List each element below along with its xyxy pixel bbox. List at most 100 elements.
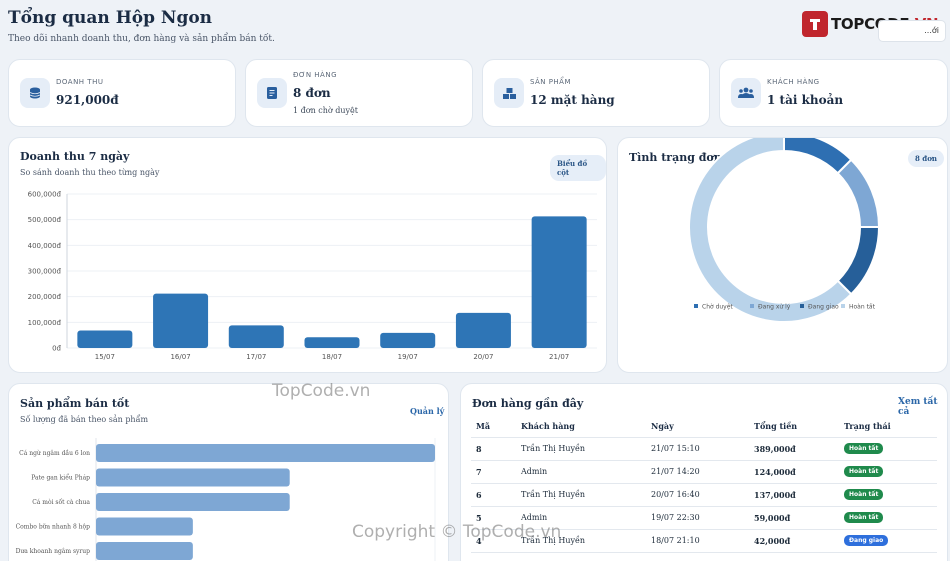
stat-card-products: SẢN PHẨM 12 mặt hàng: [482, 59, 710, 127]
x-tick-label: 16/07: [170, 353, 190, 361]
legend-label: Đang xử lý: [758, 304, 791, 311]
status-cell: Đang giao: [839, 529, 937, 553]
x-tick-label: 21/07: [549, 353, 569, 361]
total-cell: 42,000đ: [749, 529, 839, 553]
stat-subtext: 1 đơn chờ duyệt: [293, 106, 358, 115]
status-cell: Hoàn tất: [839, 483, 937, 507]
boxes-icon: [494, 78, 524, 108]
status-badge: Hoàn tất: [844, 466, 884, 477]
page-subtitle: Theo dõi nhanh doanh thu, đơn hàng và sả…: [8, 34, 275, 44]
y-tick-label: 300,000đ: [28, 268, 62, 276]
stat-value: 12 mặt hàng: [530, 93, 615, 107]
customer-cell: Trần Thị Huyền: [516, 437, 646, 461]
receipt-icon: [257, 78, 287, 108]
chart-type-pill[interactable]: Biểu đồ cột: [550, 155, 606, 181]
legend-swatch: [800, 304, 804, 308]
x-tick-label: 15/07: [95, 353, 115, 361]
logo-mark-icon: [802, 11, 828, 37]
table-row[interactable]: 7 Admin 21/07 14:20 124,000đ Hoàn tất: [471, 460, 937, 484]
y-tick-label: 200,000đ: [28, 293, 62, 301]
total-cell: 389,000đ: [749, 437, 839, 461]
header-action-button[interactable]: ...ới: [878, 20, 946, 42]
x-tick-label: 17/07: [246, 353, 266, 361]
x-tick-label: 19/07: [398, 353, 418, 361]
customer-cell: Admin: [516, 506, 646, 530]
order-count-pill: 8 đơn: [908, 150, 944, 167]
stat-card-revenue: DOANH THU 921,000đ: [8, 59, 236, 127]
product-label: Pate gan kiểu Pháp: [31, 475, 90, 482]
order-id-cell: 8: [471, 437, 516, 461]
order-status-panel: Tình trạng đơn 8 đơn Chờ duyệt Đang xử lý…: [617, 137, 948, 373]
legend-swatch: [694, 304, 698, 308]
order-id-cell: 4: [471, 529, 516, 553]
stat-label: KHÁCH HÀNG: [767, 78, 820, 86]
stat-label: SẢN PHẨM: [530, 78, 572, 86]
column-header: Trạng thái: [839, 416, 937, 438]
product-bar: [96, 517, 193, 536]
panel-title: Đơn hàng gần đây: [472, 397, 584, 410]
date-cell: 18/07 21:10: [646, 529, 749, 553]
y-tick-label: 400,000đ: [28, 242, 62, 250]
y-tick-label: 100,000đ: [28, 319, 62, 327]
revenue-bar: [455, 312, 511, 348]
order-id-cell: 5: [471, 506, 516, 530]
total-cell: 124,000đ: [749, 460, 839, 484]
revenue-bar: [77, 330, 133, 348]
revenue-bar: [304, 337, 360, 348]
stat-value: 921,000đ: [56, 93, 119, 107]
table-row[interactable]: 8 Trần Thị Huyền 21/07 15:10 389,000đ Hoàn t…: [471, 437, 937, 461]
date-cell: 20/07 16:40: [646, 483, 749, 507]
y-tick-label: 500,000đ: [28, 216, 62, 224]
table-header-row: Mã Khách hàng Ngày Tổng tiền Trạng thái: [471, 416, 937, 438]
revenue-bar: [380, 332, 436, 348]
revenue-bar: [531, 216, 587, 348]
y-tick-label: 600,000đ: [28, 191, 62, 199]
stat-value: 1 tài khoản: [767, 93, 844, 107]
column-header: Mã: [471, 416, 516, 438]
y-tick-label: 0đ: [52, 345, 61, 353]
recent-orders-table: Mã Khách hàng Ngày Tổng tiền Trạng thái …: [471, 416, 937, 553]
status-cell: Hoàn tất: [839, 506, 937, 530]
product-bar: [96, 468, 290, 487]
product-bar: [96, 542, 193, 560]
legend-label: Chờ duyệt: [702, 304, 733, 311]
stat-card-orders: ĐƠN HÀNG 8 đơn 1 đơn chờ duyệt: [245, 59, 473, 127]
panel-subtitle: Số lượng đã bán theo sản phẩm: [20, 415, 149, 424]
order-status-donut-chart: Chờ duyệt Đang xử lý Đang giao Hoàn tất: [688, 138, 881, 323]
donut-slice: [836, 158, 881, 228]
stat-label: DOANH THU: [56, 78, 104, 86]
table-row[interactable]: 6 Trần Thị Huyền 20/07 16:40 137,000đ Hoàn t…: [471, 483, 937, 507]
date-cell: 21/07 14:20: [646, 460, 749, 484]
stat-value: 8 đơn: [293, 86, 331, 100]
product-label: Cá ngừ ngâm dầu 6 lon: [19, 449, 90, 457]
column-header: Khách hàng: [516, 416, 646, 438]
panel-title: Sản phẩm bán tốt: [20, 397, 130, 410]
status-cell: Hoàn tất: [839, 437, 937, 461]
revenue-bar: [228, 325, 284, 348]
total-cell: 137,000đ: [749, 483, 839, 507]
revenue-bar-chart: 0đ 100,000đ 200,000đ 300,000đ 400,000đ 500,00…: [28, 191, 597, 361]
donut-slice: [783, 138, 853, 175]
table-row[interactable]: 5 Admin 19/07 22:30 59,000đ Hoàn tất: [471, 506, 937, 530]
view-all-orders-link[interactable]: Xem tất cả: [898, 397, 938, 417]
panel-title: Doanh thu 7 ngày: [20, 150, 130, 163]
best-sellers-panel: Sản phẩm bán tốt Số lượng đã bán theo sả…: [8, 383, 449, 561]
status-badge: Hoàn tất: [844, 489, 884, 500]
product-bar: [96, 493, 290, 511]
revenue-bar: [153, 293, 209, 348]
legend-label: Hoàn tất: [849, 304, 876, 311]
table-row[interactable]: 4 Trần Thị Huyền 18/07 21:10 42,000đ Đang gi…: [471, 529, 937, 553]
users-icon: [731, 78, 761, 108]
customer-cell: Trần Thị Huyền: [516, 483, 646, 507]
status-badge: Hoàn tất: [844, 512, 884, 523]
product-label: Combo bữa nhanh 8 hộp: [16, 524, 91, 531]
coins-icon: [20, 78, 50, 108]
order-id-cell: 6: [471, 483, 516, 507]
manage-products-link[interactable]: Quản lý: [410, 406, 445, 416]
page-title: Tổng quan Hộp Ngon: [8, 8, 213, 28]
product-bar: [96, 444, 435, 462]
order-id-cell: 7: [471, 460, 516, 484]
status-badge: Hoàn tất: [844, 443, 884, 454]
donut-slice: [688, 138, 853, 323]
panel-subtitle: So sánh doanh thu theo từng ngày: [20, 168, 160, 177]
